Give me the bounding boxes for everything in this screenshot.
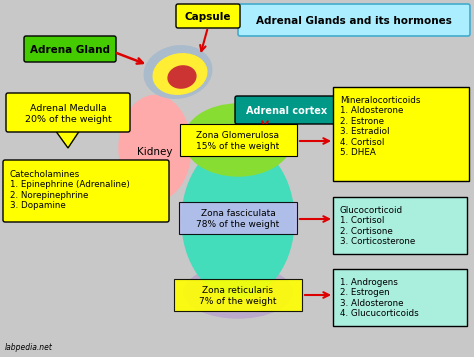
- Text: Zona fasciculata
78% of the weight: Zona fasciculata 78% of the weight: [196, 209, 280, 229]
- Text: Adrenal Glands and its hormones: Adrenal Glands and its hormones: [256, 16, 452, 26]
- Polygon shape: [55, 130, 80, 148]
- Text: Zona Glomerulosa
15% of the weight: Zona Glomerulosa 15% of the weight: [196, 131, 280, 151]
- FancyBboxPatch shape: [235, 96, 339, 124]
- FancyBboxPatch shape: [180, 124, 297, 156]
- Text: labpedia.net: labpedia.net: [5, 343, 53, 352]
- FancyBboxPatch shape: [24, 36, 116, 62]
- Text: Zona reticularis
7% of the weight: Zona reticularis 7% of the weight: [199, 286, 277, 306]
- Text: Kidney: Kidney: [137, 147, 173, 157]
- Text: 1. Androgens
2. Estrogen
3. Aldosterone
4. Glucucorticoids: 1. Androgens 2. Estrogen 3. Aldosterone …: [340, 278, 419, 318]
- Text: Adrena Gland: Adrena Gland: [30, 45, 110, 55]
- FancyBboxPatch shape: [6, 93, 130, 132]
- Text: Capsule: Capsule: [185, 12, 231, 22]
- FancyBboxPatch shape: [333, 87, 469, 181]
- Text: Adrenal Medulla
20% of the weight: Adrenal Medulla 20% of the weight: [25, 104, 111, 124]
- FancyBboxPatch shape: [176, 4, 240, 28]
- FancyBboxPatch shape: [333, 197, 467, 254]
- Ellipse shape: [119, 96, 191, 201]
- Text: Adrenal cortex: Adrenal cortex: [246, 106, 328, 116]
- Ellipse shape: [182, 142, 294, 297]
- Ellipse shape: [144, 46, 212, 98]
- Ellipse shape: [184, 266, 292, 318]
- Text: Mineralocorticoids
1. Aldosterone
2. Estrone
3. Estradiol
4. Cortisol
5. DHEA: Mineralocorticoids 1. Aldosterone 2. Est…: [340, 96, 420, 157]
- Ellipse shape: [184, 104, 292, 176]
- Text: Glucocorticoid
1. Cortisol
2. Cortisone
3. Corticosterone: Glucocorticoid 1. Cortisol 2. Cortisone …: [340, 206, 415, 246]
- Ellipse shape: [168, 66, 196, 88]
- FancyBboxPatch shape: [333, 269, 467, 326]
- Text: Catecholamines
1. Epinephrine (Adrenaline)
2. Norepinephrine
3. Dopamine: Catecholamines 1. Epinephrine (Adrenalin…: [10, 170, 130, 210]
- FancyBboxPatch shape: [238, 4, 470, 36]
- FancyBboxPatch shape: [179, 202, 297, 234]
- FancyBboxPatch shape: [174, 279, 302, 311]
- FancyBboxPatch shape: [3, 160, 169, 222]
- Ellipse shape: [153, 54, 207, 94]
